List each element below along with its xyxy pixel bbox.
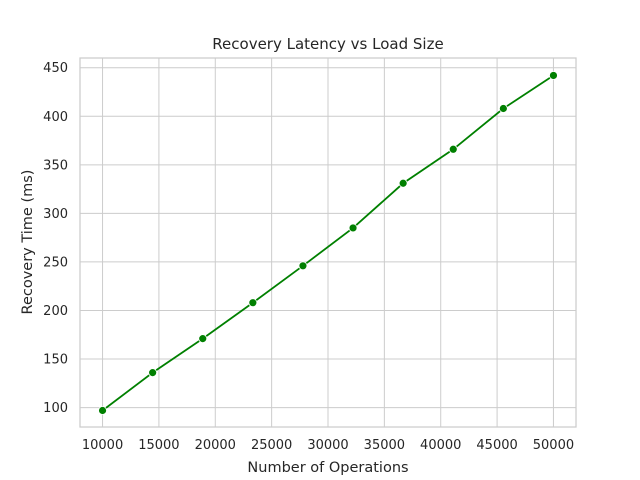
data-point	[498, 104, 508, 113]
x-tick-label: 40000	[420, 438, 461, 453]
x-tick-label: 35000	[364, 438, 405, 453]
x-axis-label: Number of Operations	[247, 460, 408, 476]
data-point	[148, 368, 158, 378]
data-point	[198, 334, 208, 344]
plot-frame	[79, 57, 577, 428]
y-tick-label: 300	[43, 207, 68, 222]
y-tick-label: 150	[43, 353, 68, 368]
y-tick-label: 400	[43, 110, 68, 125]
y-tick-label: 200	[43, 304, 68, 319]
x-tick-label: 50000	[533, 438, 574, 453]
x-tick-label: 25000	[251, 438, 292, 453]
series-line	[102, 74, 554, 412]
x-tick-label: 10000	[82, 438, 123, 453]
y-tick-label: 450	[43, 61, 68, 76]
x-tick-label: 20000	[195, 438, 236, 453]
x-tick-label: 45000	[476, 438, 517, 453]
x-tick-label: 15000	[138, 438, 179, 453]
series	[98, 71, 558, 415]
data-point	[248, 298, 258, 308]
x-tick-label: 30000	[307, 438, 348, 453]
data-point	[448, 144, 458, 154]
x-axis-ticks: 10000 15000 20000 25000 30000 35000 40000 45000…	[82, 438, 574, 453]
y-tick-label: 100	[43, 401, 68, 416]
y-tick-label: 350	[43, 158, 68, 173]
data-point	[549, 71, 558, 80]
y-tick-label: 250	[43, 255, 68, 270]
data-point	[298, 261, 308, 271]
data-point	[398, 178, 408, 188]
data-point	[348, 223, 358, 233]
chart-title: Recovery Latency vs Load Size	[212, 35, 443, 53]
y-axis-label: Recovery Time (ms)	[20, 170, 36, 315]
grid	[80, 58, 576, 427]
data-point	[98, 406, 107, 415]
y-axis-ticks: 100 150 200 250 300 350 400 450	[43, 61, 68, 416]
